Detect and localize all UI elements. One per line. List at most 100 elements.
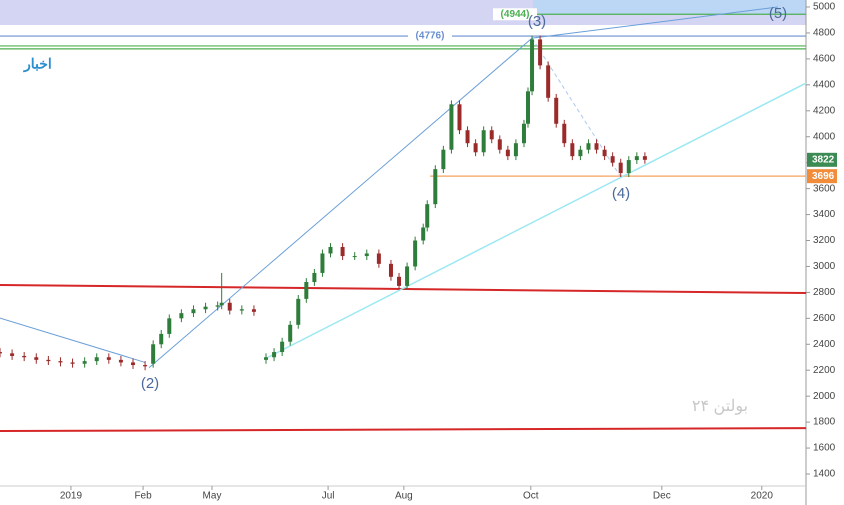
candle-body (22, 355, 27, 358)
candle-body (215, 305, 220, 307)
candle-body (388, 263, 393, 277)
candle-body (264, 357, 269, 360)
candle-body (312, 272, 317, 283)
candle-body (481, 130, 486, 153)
candle-body (397, 276, 402, 286)
candle-body (251, 309, 256, 312)
y-tick-label: 3000 (813, 261, 836, 272)
x-tick-label: May (203, 491, 222, 502)
candle-body (578, 149, 583, 157)
candle-body (191, 309, 196, 314)
candle-body (151, 344, 156, 364)
candle-body (449, 104, 454, 150)
candle-body (304, 282, 309, 299)
y-tick-label: 1600 (813, 443, 836, 454)
candle-body (46, 359, 51, 362)
candle-body (554, 97, 559, 124)
x-tick-label: Oct (523, 491, 539, 502)
candle-body (0, 352, 2, 354)
candle-body (280, 341, 285, 353)
candle-body (288, 324, 293, 342)
level-label: (4944) (501, 9, 530, 20)
y-tick-label: 3200 (813, 235, 836, 246)
candle-body (203, 306, 208, 310)
y-tick-label: 1400 (813, 469, 836, 480)
x-tick-label: 2019 (60, 491, 83, 502)
candle-body (131, 362, 136, 366)
y-tick-label: 3600 (813, 183, 836, 194)
candle-body (425, 204, 430, 228)
y-tick-label: 1800 (813, 417, 836, 428)
price-badge (807, 169, 837, 184)
candle-body (457, 104, 462, 131)
wave-label: (4) (612, 185, 630, 202)
candle-body (320, 253, 325, 273)
y-tick-label: 3400 (813, 209, 836, 220)
trendline (267, 82, 807, 358)
candle-body (376, 253, 381, 264)
x-tick-label: Dec (653, 491, 671, 502)
candle-body (405, 266, 410, 286)
candle-body (70, 362, 75, 364)
candle-body (618, 162, 623, 174)
y-tick-label: 2400 (813, 339, 836, 350)
candle-body (441, 149, 446, 170)
candle-body (489, 130, 494, 140)
candle-body (159, 333, 164, 345)
candle-body (602, 149, 607, 157)
trendline (0, 317, 146, 363)
candle-body (167, 318, 172, 334)
level-label: (4776) (416, 31, 445, 42)
candle-body (610, 156, 615, 163)
candle-body (328, 246, 333, 254)
y-tick-label: 2600 (813, 313, 836, 324)
candle-body (58, 361, 63, 363)
price-badge (807, 152, 837, 167)
candle-body (352, 256, 357, 258)
top-band-right (533, 0, 806, 14)
candle-body (413, 240, 418, 267)
candle-body (143, 365, 148, 367)
level-label-bg (408, 30, 452, 43)
candle-body (634, 156, 639, 161)
candle-body (296, 298, 301, 325)
subtitle: اخبار (23, 56, 52, 73)
x-tick-label: 2020 (751, 491, 774, 502)
candle-body (505, 149, 510, 157)
x-tick-label: Aug (395, 491, 413, 502)
trendline (0, 427, 807, 433)
candle-body (513, 143, 518, 157)
y-tick-label: 2800 (813, 287, 836, 298)
candle-body (594, 143, 599, 150)
candle-body (227, 302, 232, 311)
y-tick-label: 4400 (813, 79, 836, 90)
trendline (148, 6, 778, 369)
candle-body (538, 39, 543, 66)
candle-body (106, 357, 111, 360)
y-tick-label: 4000 (813, 131, 836, 142)
candle-body (562, 123, 567, 144)
y-tick-label: 4600 (813, 54, 836, 65)
candle-body (473, 143, 478, 153)
candle-body (586, 143, 591, 150)
trendline (531, 37, 622, 178)
candle-body (179, 313, 184, 319)
candle-body (421, 227, 426, 241)
candle-body (642, 156, 647, 160)
candle-body (94, 357, 99, 362)
candle-body (626, 160, 631, 174)
candle-body (10, 353, 15, 356)
candle-body (364, 253, 369, 257)
y-tick-label: 4800 (813, 28, 836, 39)
candle-body (521, 123, 526, 144)
candle-body (546, 65, 551, 98)
candle-body (433, 169, 438, 205)
wave-label: (5) (769, 5, 787, 22)
candle-body (82, 361, 87, 364)
y-tick-label: 4200 (813, 105, 836, 116)
x-tick-label: Jul (322, 491, 335, 502)
candle-body (272, 352, 277, 358)
candle-body (465, 130, 470, 144)
x-tick-label: Feb (134, 491, 152, 502)
